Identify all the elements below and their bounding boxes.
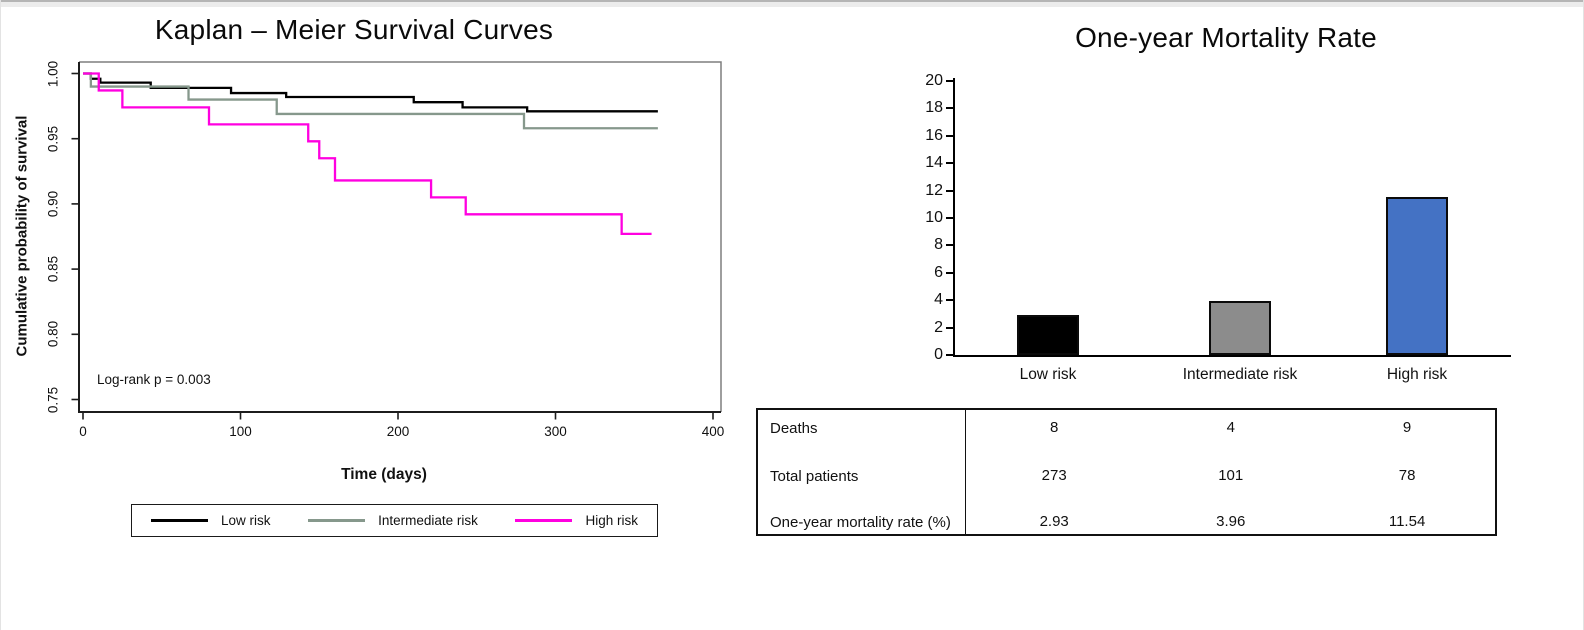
km-y-tick-label: 0.75 xyxy=(45,386,61,413)
km-curve-intermediate-risk xyxy=(83,72,658,130)
bar-category-label: Low risk xyxy=(1019,366,1077,383)
km-legend-box: Low risk Intermediate risk High risk xyxy=(131,504,658,537)
mortality-panel: One-year Mortality Rate Deaths 8 4 9 Tot… xyxy=(741,0,1583,630)
bar-y-tick-mark xyxy=(946,217,953,219)
bar-y-tick-mark xyxy=(946,107,953,110)
table-cell: 273 xyxy=(1041,467,1067,484)
km-y-tick-label: 0.85 xyxy=(45,255,61,283)
mortality-table: Deaths 8 4 9 Total patients 273 101 78 O… xyxy=(756,408,1497,537)
table-row: Total patients 273 101 78 xyxy=(757,458,1496,504)
bar-y-tick-label: 4 xyxy=(934,291,943,309)
table-row-label: One-year mortality rate (%) xyxy=(757,504,966,536)
bar-y-tick-mark xyxy=(946,299,953,302)
km-chart-title: Kaplan – Meier Survival Curves xyxy=(154,14,554,45)
km-x-tick-label: 100 xyxy=(229,424,252,439)
table-cell: 8 xyxy=(1049,419,1059,436)
bar-y-tick-label: 8 xyxy=(934,236,943,254)
legend-item: Intermediate risk xyxy=(308,513,478,528)
bar-y-tick-mark xyxy=(946,134,953,137)
bar-y-tick-mark xyxy=(946,189,953,192)
km-curve-low-risk xyxy=(83,72,658,113)
km-x-tick-label: 0 xyxy=(79,424,87,439)
bar-high-risk xyxy=(1386,196,1448,355)
table-row-label: Deaths xyxy=(757,409,966,458)
bar-y-tick-label: 10 xyxy=(925,209,943,226)
table-cell: 11.54 xyxy=(1388,513,1426,530)
bar-y-tick-label: 20 xyxy=(925,72,943,89)
km-y-tick-label: 0.90 xyxy=(45,190,61,218)
bar-y-tick-mark xyxy=(946,326,953,329)
legend-item: High risk xyxy=(515,513,638,528)
table-cell: 2.93 xyxy=(1039,513,1069,530)
bar-y-tick-mark xyxy=(946,271,953,274)
km-x-tick-label: 400 xyxy=(701,424,725,439)
bar-y-axis-line xyxy=(953,78,955,355)
km-x-tick-label: 300 xyxy=(544,424,567,439)
bar-category-label: High risk xyxy=(1386,366,1448,383)
bar-low-risk xyxy=(1017,314,1079,355)
table-row-label: Total patients xyxy=(757,458,966,504)
bar-intermediate-risk xyxy=(1209,300,1271,355)
legend-item: Low risk xyxy=(151,513,271,528)
bar-y-tick-label: 18 xyxy=(925,99,943,117)
bar-y-tick-mark xyxy=(946,162,953,165)
table-cell: 3.96 xyxy=(1216,513,1246,530)
table-cell: 9 xyxy=(1402,419,1412,436)
table-row: Deaths 8 4 9 xyxy=(757,409,1496,458)
bar-plot-area xyxy=(953,78,1511,357)
log-rank-annotation: Log-rank p = 0.003 xyxy=(97,372,211,387)
bar-y-tick-mark xyxy=(946,354,953,356)
km-y-tick-label: 0.80 xyxy=(45,321,61,348)
km-x-tick-label: 200 xyxy=(386,424,410,439)
bar-chart-title: One-year Mortality Rate xyxy=(1075,22,1377,53)
legend-label: Low risk xyxy=(221,513,271,528)
km-y-tick-label: 0.95 xyxy=(45,125,61,152)
km-curve-high-risk xyxy=(83,72,652,236)
km-x-axis-label: Time (days) xyxy=(341,466,427,483)
legend-line-swatch xyxy=(151,519,208,522)
bar-y-tick-mark xyxy=(946,80,953,82)
bar-y-tick-mark xyxy=(946,244,953,247)
legend-line-swatch xyxy=(308,519,366,522)
legend-label: Intermediate risk xyxy=(378,513,478,528)
kaplan-meier-panel: Kaplan – Meier Survival Curves Cumulativ… xyxy=(1,0,741,630)
table-row: One-year mortality rate (%) 2.93 3.96 11… xyxy=(757,504,1496,536)
bar-y-tick-label: 6 xyxy=(934,263,943,281)
km-plot-area xyxy=(71,61,722,420)
table-cell: 101 xyxy=(1218,467,1244,484)
legend-line-swatch xyxy=(515,519,573,522)
table-cell: 4 xyxy=(1226,419,1235,436)
bar-x-axis-line xyxy=(953,355,1511,357)
table-cell: 78 xyxy=(1398,467,1416,484)
km-frame-left-bottom xyxy=(78,62,721,413)
legend-label: High risk xyxy=(585,513,638,528)
bar-y-tick-label: 16 xyxy=(925,126,943,144)
bar-category-label: Intermediate risk xyxy=(1182,366,1298,383)
km-y-tick-label: 1.00 xyxy=(45,60,61,87)
window-top-edge xyxy=(1,0,1583,7)
bar-y-tick-label: 0 xyxy=(934,346,943,363)
bar-y-tick-label: 12 xyxy=(925,181,943,199)
bar-y-tick-label: 14 xyxy=(925,154,943,172)
bar-y-tick-label: 2 xyxy=(934,318,943,336)
km-frame-top-right xyxy=(79,61,722,412)
